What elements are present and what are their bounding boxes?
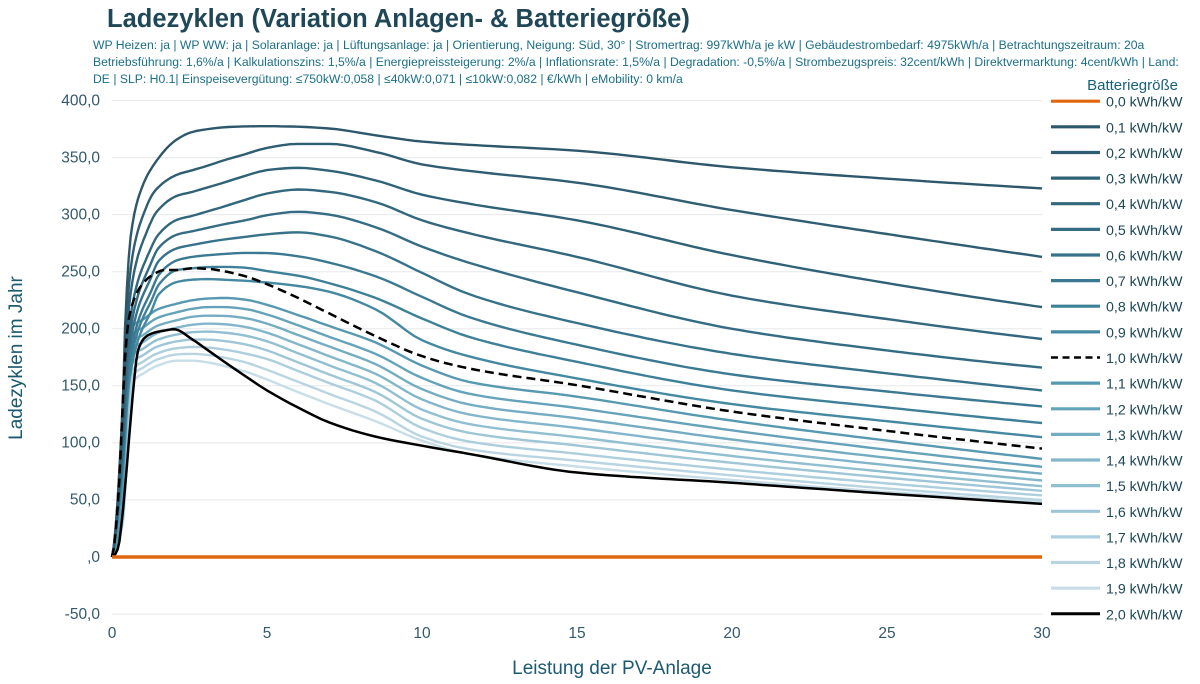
svg-text:Betriebsführung: 1,6%/a | Kalk: Betriebsführung: 1,6%/a | Kalkulationszi… [93, 55, 1179, 69]
svg-text:1,5 kWh/kW: 1,5 kWh/kW [1106, 479, 1183, 495]
svg-text:100,0: 100,0 [61, 435, 100, 452]
svg-text:200,0: 200,0 [61, 321, 100, 338]
svg-text:0: 0 [108, 625, 117, 642]
svg-text:5: 5 [263, 625, 272, 642]
svg-text:1,9 kWh/kW: 1,9 kWh/kW [1106, 582, 1183, 598]
svg-text:0,4 kWh/kW: 0,4 kWh/kW [1106, 197, 1183, 213]
svg-text:150,0: 150,0 [61, 378, 100, 395]
svg-text:0,8 kWh/kW: 0,8 kWh/kW [1106, 300, 1183, 316]
svg-text:0,3 kWh/kW: 0,3 kWh/kW [1106, 172, 1183, 188]
svg-text:Ladezyklen (Variation Anlagen-: Ladezyklen (Variation Anlagen- & Batteri… [107, 5, 690, 33]
svg-text:30: 30 [1033, 625, 1051, 642]
svg-text:Leistung der PV-Anlage: Leistung der PV-Anlage [512, 658, 712, 679]
svg-text:1,6 kWh/kW: 1,6 kWh/kW [1106, 505, 1183, 521]
svg-text:1,4 kWh/kW: 1,4 kWh/kW [1106, 454, 1183, 470]
svg-text:1,8 kWh/kW: 1,8 kWh/kW [1106, 556, 1183, 572]
svg-text:WP Heizen: ja | WP WW: ja | So: WP Heizen: ja | WP WW: ja | Solaranlage:… [93, 38, 1145, 52]
svg-text:250,0: 250,0 [61, 264, 100, 281]
svg-text:400,0: 400,0 [61, 92, 100, 109]
svg-text:2,0 kWh/kW: 2,0 kWh/kW [1106, 607, 1183, 623]
svg-text:350,0: 350,0 [61, 149, 100, 166]
svg-text:10: 10 [413, 625, 431, 642]
svg-text:1,3 kWh/kW: 1,3 kWh/kW [1106, 428, 1183, 444]
svg-text:0,7 kWh/kW: 0,7 kWh/kW [1106, 274, 1183, 290]
svg-text:DE | SLP: H0.1| Einspeisevergü: DE | SLP: H0.1| Einspeisevergütung: ≤750… [93, 72, 683, 86]
svg-text:0,2 kWh/kW: 0,2 kWh/kW [1106, 146, 1183, 162]
svg-text:1,7 kWh/kW: 1,7 kWh/kW [1106, 530, 1183, 546]
svg-text:Ladezyklen im Jahr: Ladezyklen im Jahr [6, 275, 27, 439]
svg-text:1,0 kWh/kW: 1,0 kWh/kW [1106, 351, 1183, 367]
svg-text:0,1 kWh/kW: 0,1 kWh/kW [1106, 120, 1183, 136]
svg-text:-50,0: -50,0 [65, 606, 101, 623]
svg-text:0,9 kWh/kW: 0,9 kWh/kW [1106, 325, 1183, 341]
svg-text:0,6 kWh/kW: 0,6 kWh/kW [1106, 249, 1183, 265]
svg-text:1,2 kWh/kW: 1,2 kWh/kW [1106, 402, 1183, 418]
svg-text:15: 15 [568, 625, 585, 642]
svg-text:1,1 kWh/kW: 1,1 kWh/kW [1106, 377, 1183, 393]
svg-text:Batteriegröße: Batteriegröße [1087, 77, 1178, 94]
svg-text:,0: ,0 [87, 549, 100, 566]
svg-text:20: 20 [723, 625, 741, 642]
svg-text:0,0 kWh/kW: 0,0 kWh/kW [1106, 95, 1183, 111]
svg-text:50,0: 50,0 [70, 492, 101, 509]
svg-text:300,0: 300,0 [61, 206, 100, 223]
svg-text:0,5 kWh/kW: 0,5 kWh/kW [1106, 223, 1183, 239]
svg-text:25: 25 [878, 625, 895, 642]
